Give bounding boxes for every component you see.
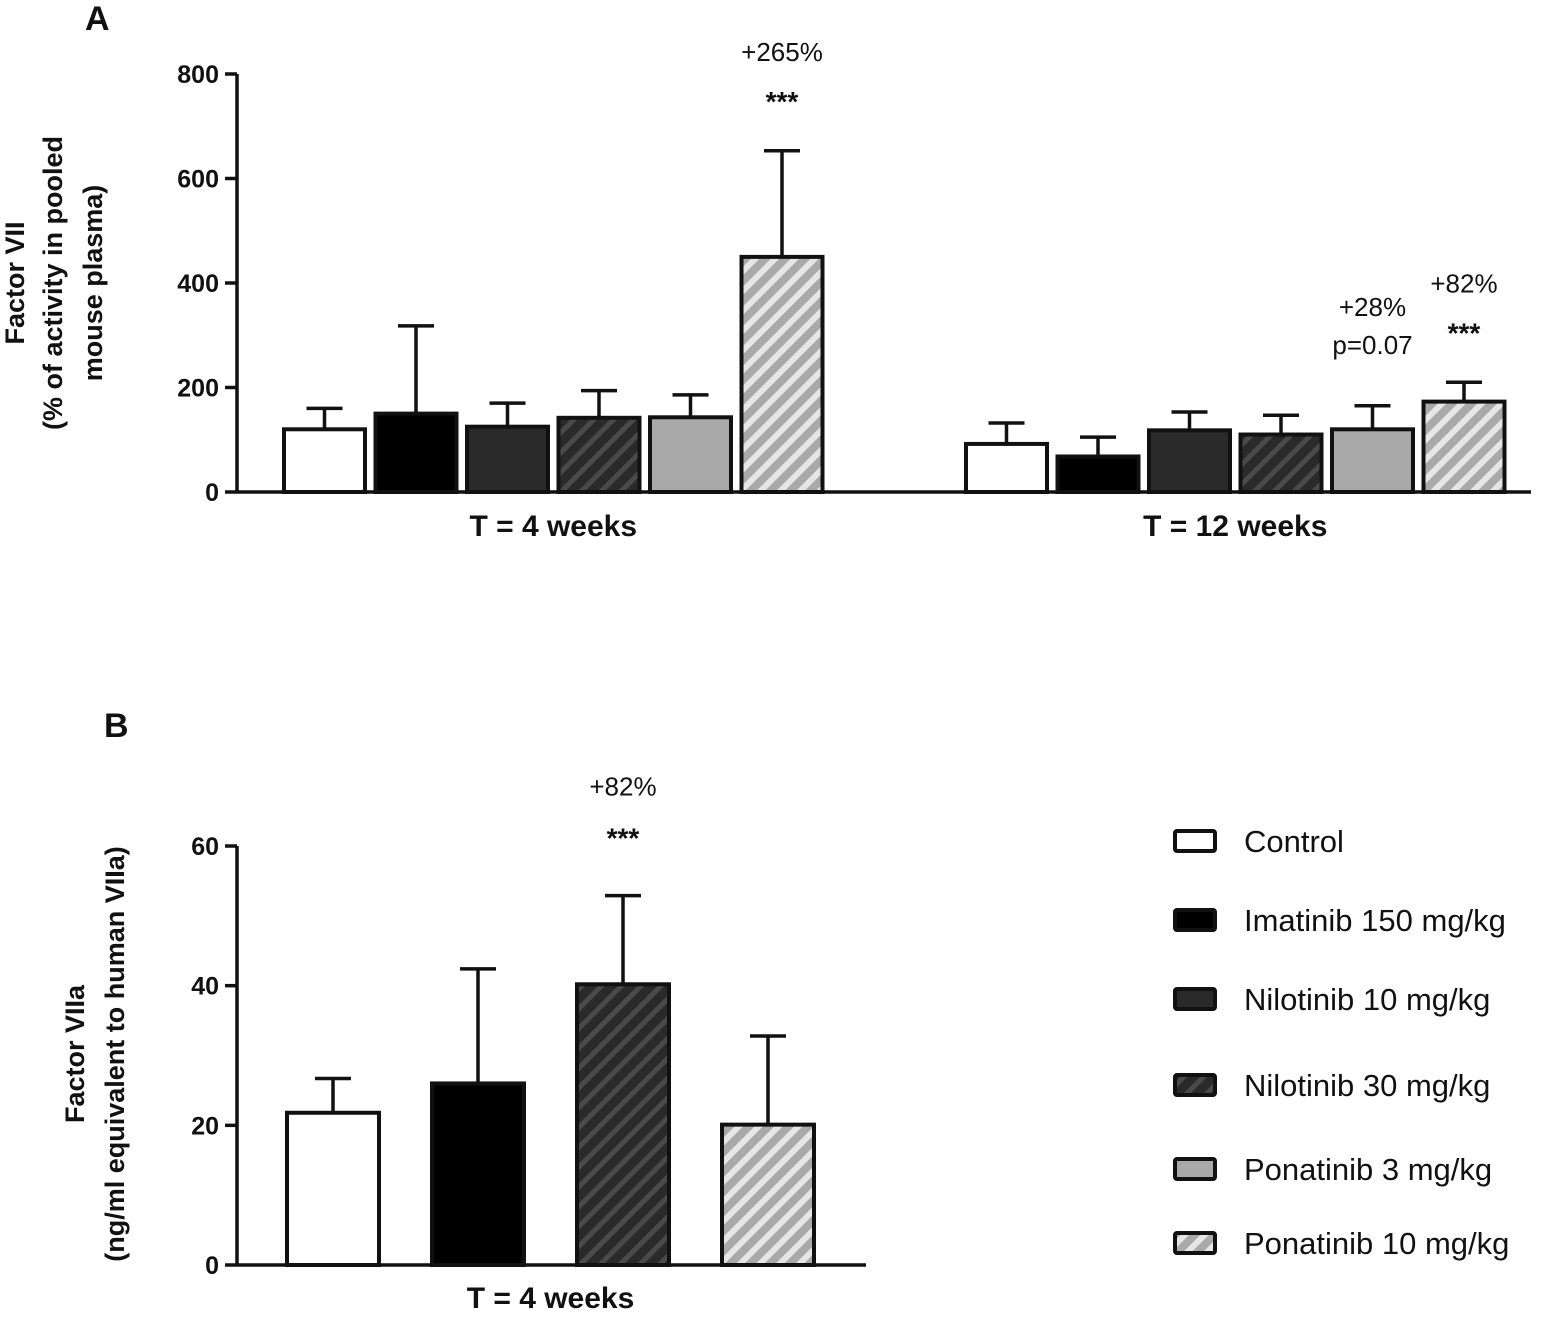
y-tick-label: 800 bbox=[177, 61, 219, 89]
legend-swatch bbox=[1173, 987, 1217, 1011]
bar bbox=[430, 1081, 526, 1268]
y-axis-label: Factor VII bbox=[0, 221, 30, 344]
annotation-text: p=0.07 bbox=[1332, 330, 1412, 360]
panel-label-b: B bbox=[104, 707, 129, 745]
bar bbox=[373, 411, 459, 494]
y-axis-label: Factor VIIa bbox=[60, 984, 90, 1123]
y-tick-label: 60 bbox=[191, 833, 219, 861]
bar bbox=[285, 1110, 381, 1267]
legend: Control Imatinib 150 mg/kg Nilotinib 10 mg… bbox=[1173, 824, 1509, 1261]
legend-swatch bbox=[1173, 1073, 1217, 1097]
y-tick-label: 0 bbox=[205, 479, 219, 507]
x-group-label: T = 12 weeks bbox=[1143, 510, 1327, 543]
y-tick-label: 0 bbox=[205, 1252, 219, 1280]
y-tick-label: 200 bbox=[177, 375, 219, 403]
legend-label: Control bbox=[1244, 824, 1344, 859]
bar bbox=[648, 415, 733, 494]
significance-stars: *** bbox=[607, 823, 640, 854]
bar bbox=[739, 254, 825, 494]
legend-label: Imatinib 150 mg/kg bbox=[1244, 903, 1506, 938]
bar bbox=[575, 982, 671, 1268]
y-tick-label: 600 bbox=[177, 166, 219, 194]
legend-swatch bbox=[1173, 1231, 1217, 1255]
y-axis-label: (% of activity in pooled bbox=[38, 136, 68, 430]
y-axis-label: (ng/ml equivalent to human VIIa) bbox=[100, 846, 130, 1262]
y-axis-label: mouse plasma) bbox=[78, 185, 108, 382]
legend-swatch bbox=[1173, 1157, 1217, 1181]
legend-label: Nilotinib 10 mg/kg bbox=[1244, 982, 1490, 1017]
annotation-text: +265% bbox=[741, 37, 823, 67]
annotation-text: +28% bbox=[1339, 292, 1406, 322]
bar bbox=[1330, 427, 1415, 494]
bar bbox=[1147, 428, 1232, 494]
bar bbox=[720, 1122, 816, 1268]
panel-label-a: A bbox=[85, 0, 110, 38]
x-group-label: T = 4 weeks bbox=[467, 1282, 635, 1315]
panel-b-chart: 0 20 40 60 Factor VIIa (ng/ml equivalent to h… bbox=[60, 772, 866, 1315]
bar bbox=[465, 424, 550, 494]
panel-a-chart: 0 200 400 600 800 Factor VII (% of activity in… bbox=[0, 37, 1531, 543]
bar bbox=[282, 427, 367, 494]
bar bbox=[556, 415, 642, 494]
y-tick-label: 40 bbox=[191, 973, 219, 1001]
legend-swatch bbox=[1173, 908, 1217, 932]
y-tick-label: 400 bbox=[177, 270, 219, 298]
x-group-label: T = 4 weeks bbox=[469, 510, 637, 543]
bar bbox=[1055, 454, 1141, 494]
legend-swatch bbox=[1173, 829, 1217, 853]
bar bbox=[1421, 399, 1507, 495]
legend-label: Nilotinib 30 mg/kg bbox=[1244, 1068, 1490, 1103]
significance-stars: *** bbox=[766, 86, 799, 117]
legend-label: Ponatinib 10 mg/kg bbox=[1244, 1226, 1509, 1261]
significance-stars: *** bbox=[1448, 317, 1481, 348]
annotation-text: +82% bbox=[589, 772, 656, 802]
legend-label: Ponatinib 3 mg/kg bbox=[1244, 1152, 1492, 1187]
y-tick-label: 20 bbox=[191, 1112, 219, 1140]
bar bbox=[964, 441, 1049, 494]
bar bbox=[1238, 432, 1324, 494]
annotation-text: +82% bbox=[1430, 268, 1497, 298]
